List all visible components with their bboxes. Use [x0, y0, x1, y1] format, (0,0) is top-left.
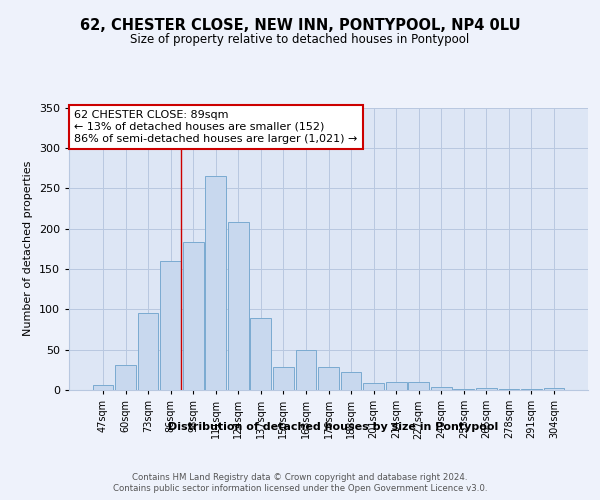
- Bar: [431, 387, 452, 390]
- Bar: [137, 314, 158, 390]
- Text: 62 CHESTER CLOSE: 89sqm
← 13% of detached houses are smaller (152)
86% of semi-d: 62 CHESTER CLOSE: 89sqm ← 13% of detache…: [74, 110, 358, 144]
- Bar: [409, 382, 429, 390]
- Bar: [250, 318, 271, 390]
- Bar: [476, 388, 497, 390]
- Bar: [296, 350, 316, 390]
- Bar: [363, 382, 384, 390]
- Bar: [273, 368, 294, 390]
- Text: Contains public sector information licensed under the Open Government Licence v3: Contains public sector information licen…: [113, 484, 487, 493]
- Bar: [341, 372, 361, 390]
- Bar: [499, 389, 520, 390]
- Bar: [386, 382, 407, 390]
- Bar: [228, 222, 248, 390]
- Y-axis label: Number of detached properties: Number of detached properties: [23, 161, 33, 336]
- Bar: [454, 389, 474, 390]
- Bar: [92, 385, 113, 390]
- Bar: [160, 261, 181, 390]
- Bar: [115, 365, 136, 390]
- Text: Contains HM Land Registry data © Crown copyright and database right 2024.: Contains HM Land Registry data © Crown c…: [132, 472, 468, 482]
- Text: 62, CHESTER CLOSE, NEW INN, PONTYPOOL, NP4 0LU: 62, CHESTER CLOSE, NEW INN, PONTYPOOL, N…: [80, 18, 520, 32]
- Text: Size of property relative to detached houses in Pontypool: Size of property relative to detached ho…: [130, 32, 470, 46]
- Bar: [544, 388, 565, 390]
- Bar: [521, 389, 542, 390]
- Bar: [318, 368, 339, 390]
- Text: Distribution of detached houses by size in Pontypool: Distribution of detached houses by size …: [168, 422, 498, 432]
- Bar: [183, 242, 203, 390]
- Bar: [205, 176, 226, 390]
